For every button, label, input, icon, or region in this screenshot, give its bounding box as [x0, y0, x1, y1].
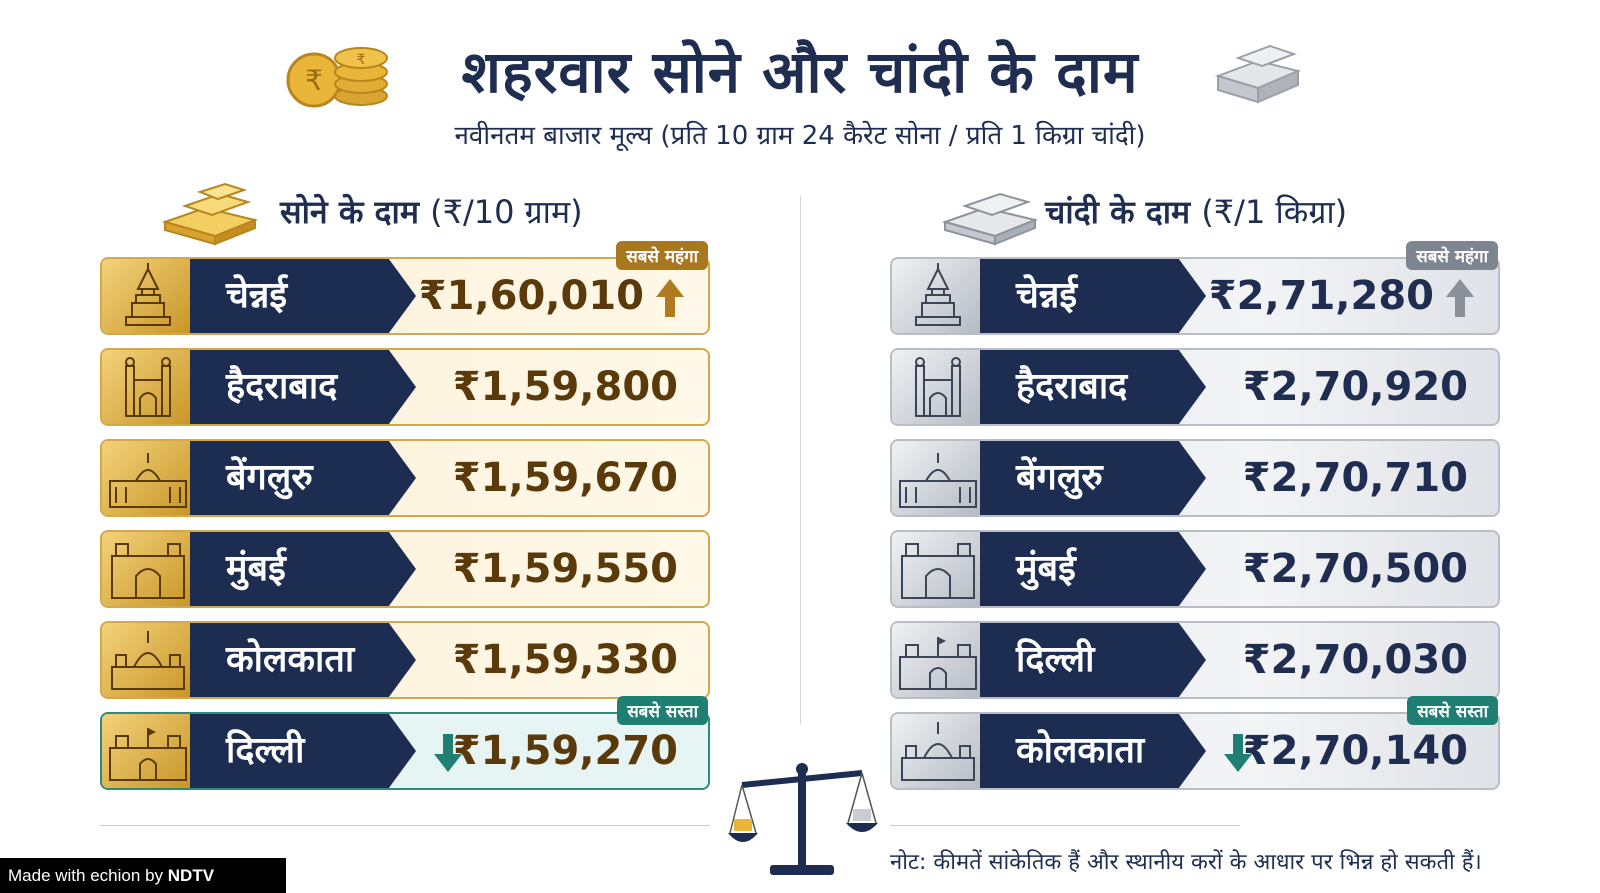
gold-price-row: हैदराबाद ₹1,59,800: [100, 348, 710, 426]
price-value: ₹2,70,710: [1242, 455, 1468, 501]
temple-icon: [102, 259, 194, 333]
price-value: ₹2,70,140: [1242, 728, 1468, 774]
city-name: दिल्ली: [190, 714, 416, 788]
price-value: ₹2,70,920: [1242, 364, 1468, 410]
cheapest-badge: सबसे सस्ता: [617, 696, 708, 725]
baseline-right: [890, 825, 1240, 826]
silver-price-row: हैदराबाद ₹2,70,920: [890, 348, 1500, 426]
gold-price-row: मुंबई ₹1,59,550: [100, 530, 710, 608]
price-value: ₹1,60,010: [418, 273, 644, 319]
by-text: by: [145, 866, 164, 885]
gateway-icon: [102, 532, 194, 606]
charminar-icon: [892, 350, 984, 424]
arrow-up-icon: [1446, 279, 1474, 317]
coins-icon: ₹ ₹: [286, 47, 388, 108]
gold-price-row: दिल्ली ₹1,59,270 सबसे सस्ता: [100, 696, 710, 790]
silver-price-row: कोलकाता ₹2,70,140 सबसे सस्ता: [890, 696, 1500, 790]
city-name: चेन्नई: [980, 259, 1206, 333]
made-with-badge[interactable]: Made with echion by NDTV: [0, 858, 286, 893]
made-with-text: Made with: [8, 866, 86, 885]
page-title: शहरवार सोने और चांदी के दाम: [461, 38, 1139, 106]
gold-panel-title: सोने के दाम (₹/10 ग्राम): [280, 190, 583, 233]
memorial-icon: [102, 623, 194, 697]
memorial-icon: [892, 714, 984, 788]
silver-price-row: बेंगलुरु ₹2,70,710: [890, 439, 1500, 517]
publisher-logo: NDTV: [167, 866, 215, 885]
most-expensive-badge: सबसे महंगा: [616, 241, 708, 270]
baseline-left: [100, 825, 710, 826]
silver-panel-title: चांदी के दाम (₹/1 किग्रा): [1045, 190, 1347, 233]
column-divider: [800, 195, 801, 725]
charminar-icon: [102, 350, 194, 424]
svg-text:₹: ₹: [357, 52, 366, 68]
silver-label: चांदी के दाम: [1045, 193, 1191, 231]
scale-icon: [728, 763, 878, 875]
silver-price-row: दिल्ली ₹2,70,030: [890, 621, 1500, 699]
footnote: नोट: कीमतें सांकेतिक हैं और स्थानीय करों…: [890, 850, 1482, 875]
fort-icon: [102, 714, 194, 788]
gold-price-row: कोलकाता ₹1,59,330: [100, 621, 710, 699]
city-name: हैदराबाद: [190, 350, 416, 424]
price-value: ₹1,59,670: [452, 455, 678, 501]
silver-price-row: चेन्नई ₹2,71,280 सबसे महंगा: [890, 241, 1500, 335]
city-name: मुंबई: [980, 532, 1206, 606]
silver-prices-panel: चांदी के दाम (₹/1 किग्रा) चेन्नई ₹2,71,28…: [890, 180, 1500, 790]
price-value: ₹1,59,550: [452, 546, 678, 592]
gateway-icon: [892, 532, 984, 606]
fort-icon: [892, 623, 984, 697]
gold-prices-panel: सोने के दाम (₹/10 ग्राम) चेन्नई ₹1,60,010…: [100, 180, 710, 790]
price-value: ₹2,71,280: [1208, 273, 1434, 319]
gold-price-row: चेन्नई ₹1,60,010 सबसे महंगा: [100, 241, 710, 335]
city-name: बेंगलुरु: [190, 441, 416, 515]
gold-unit: (₹/10 ग्राम): [430, 193, 583, 231]
cheapest-badge: सबसे सस्ता: [1407, 696, 1498, 725]
palace-icon: [102, 441, 194, 515]
city-name: मुंबई: [190, 532, 416, 606]
temple-icon: [892, 259, 984, 333]
gold-label: सोने के दाम: [280, 193, 419, 231]
most-expensive-badge: सबसे महंगा: [1406, 241, 1498, 270]
city-name: बेंगलुरु: [980, 441, 1206, 515]
price-value: ₹1,59,800: [452, 364, 678, 410]
arrow-down-icon: [434, 734, 462, 772]
price-value: ₹2,70,500: [1242, 546, 1468, 592]
city-name: हैदराबाद: [980, 350, 1206, 424]
palace-icon: [892, 441, 984, 515]
arrow-up-icon: [656, 279, 684, 317]
silver-bars-icon: [1214, 44, 1302, 104]
brand-name: echion: [90, 866, 141, 885]
city-name: कोलकाता: [190, 623, 416, 697]
gold-bars-icon: [161, 182, 259, 246]
page-subtitle: नवीनतम बाजार मूल्य (प्रति 10 ग्राम 24 कै…: [454, 121, 1146, 151]
city-name: चेन्नई: [190, 259, 416, 333]
header: ₹ ₹ शहरवार सोने और चांदी के दाम नवीनतम ब…: [0, 0, 1600, 160]
gold-price-row: बेंगलुरु ₹1,59,670: [100, 439, 710, 517]
svg-text:₹: ₹: [305, 64, 323, 97]
city-name: दिल्ली: [980, 623, 1206, 697]
arrow-down-icon: [1224, 734, 1252, 772]
price-value: ₹1,59,330: [452, 637, 678, 683]
gold-panel-header: सोने के दाम (₹/10 ग्राम): [100, 180, 710, 250]
silver-price-row: मुंबई ₹2,70,500: [890, 530, 1500, 608]
silver-panel-header: चांदी के दाम (₹/1 किग्रा): [890, 180, 1500, 250]
silver-unit: (₹/1 किग्रा): [1201, 193, 1348, 231]
silver-bars-icon: [941, 192, 1039, 246]
city-name: कोलकाता: [980, 714, 1206, 788]
price-value: ₹1,59,270: [452, 728, 678, 774]
price-value: ₹2,70,030: [1242, 637, 1468, 683]
